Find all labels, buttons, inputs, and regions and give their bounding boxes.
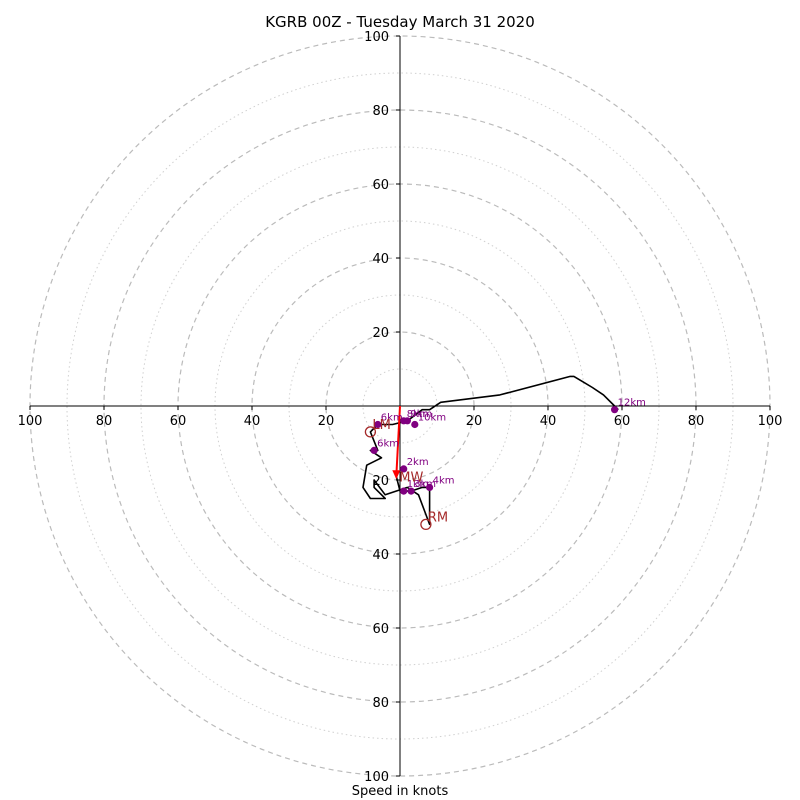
- x-tick-label: 100: [758, 414, 783, 429]
- y-tick-label: 100: [364, 30, 389, 45]
- height-marker-label: 3km: [414, 479, 436, 490]
- height-marker-label: 9km: [410, 409, 432, 420]
- height-marker-label: 6km: [377, 438, 399, 449]
- x-tick-label: 60: [614, 414, 631, 429]
- height-marker: [411, 420, 419, 429]
- storm-motion-label: LM: [372, 418, 390, 433]
- shear-vector-arrowhead: [392, 470, 401, 480]
- y-tick-label: 40: [372, 252, 389, 267]
- chart-title: KGRB 00Z - Tuesday March 31 2020: [265, 13, 535, 31]
- x-tick-label: 80: [96, 414, 113, 429]
- y-tick-label: 40: [372, 548, 389, 563]
- height-marker: [400, 417, 408, 425]
- height-marker: [611, 406, 619, 414]
- y-tick-label: 60: [372, 622, 389, 637]
- height-marker: [407, 487, 415, 495]
- x-tick-label: 80: [688, 414, 705, 429]
- mean-wind-label: MW: [399, 470, 423, 485]
- height-marker-label: 10km: [418, 413, 446, 424]
- y-tick-label: 20: [372, 326, 389, 341]
- hodograph-trace: [362, 375, 619, 526]
- height-marker: [400, 465, 408, 473]
- storm-motion-marker: [364, 426, 377, 438]
- x-tick-label: 20: [466, 414, 483, 429]
- y-tick-label: 60: [372, 178, 389, 193]
- height-marker-label: 12km: [618, 398, 646, 409]
- shear-vector: [395, 405, 401, 477]
- x-tick-label: 60: [170, 414, 187, 429]
- x-tick-label: 20: [318, 414, 335, 429]
- height-marker-label: 1km: [407, 479, 429, 490]
- y-tick-label: 80: [372, 104, 389, 119]
- storm-motion-marker: [420, 518, 432, 531]
- y-tick-label: 80: [372, 696, 389, 711]
- height-marker-label: 8km: [407, 409, 429, 420]
- x-axis-label: Speed in knots: [352, 784, 449, 799]
- height-marker: [370, 446, 378, 454]
- height-marker-label: 2km: [407, 457, 429, 468]
- height-marker: [374, 420, 382, 429]
- x-tick-label: 100: [18, 414, 43, 429]
- height-marker: [400, 487, 408, 495]
- axes: 100 80 60 40 20 20 40 60 80 100 100 80 60 40 20 20 40 60 8…: [18, 30, 783, 785]
- y-tick-label: 100: [364, 770, 389, 785]
- x-tick-label: 40: [244, 414, 261, 429]
- y-tick-label: 20: [372, 474, 389, 489]
- height-marker-label: 6km: [381, 413, 403, 424]
- x-tick-label: 40: [540, 414, 557, 429]
- storm-motion-label: RM: [428, 510, 448, 525]
- height-marker-label: 4km: [433, 475, 455, 486]
- height-marker: [426, 483, 434, 491]
